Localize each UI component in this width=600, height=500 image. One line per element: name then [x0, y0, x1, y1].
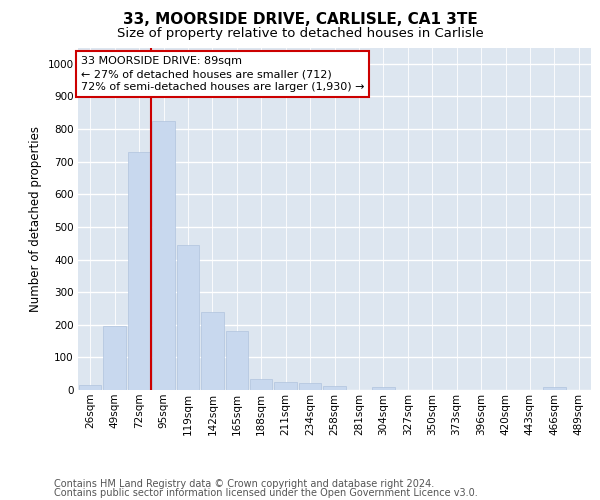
Y-axis label: Number of detached properties: Number of detached properties [29, 126, 42, 312]
Bar [79, 385, 101, 390]
Text: 33 MOORSIDE DRIVE: 89sqm
← 27% of detached houses are smaller (712)
72% of semi-: 33 MOORSIDE DRIVE: 89sqm ← 27% of detach… [80, 56, 364, 92]
Bar [201, 312, 224, 390]
Bar [152, 121, 175, 390]
Bar [372, 388, 395, 390]
Bar [128, 152, 151, 390]
Text: 33, MOORSIDE DRIVE, CARLISLE, CA1 3TE: 33, MOORSIDE DRIVE, CARLISLE, CA1 3TE [122, 12, 478, 28]
Bar [543, 388, 566, 390]
Bar [226, 332, 248, 390]
Text: Size of property relative to detached houses in Carlisle: Size of property relative to detached ho… [116, 28, 484, 40]
Bar [103, 326, 126, 390]
Bar [323, 386, 346, 390]
Text: Contains HM Land Registry data © Crown copyright and database right 2024.: Contains HM Land Registry data © Crown c… [54, 479, 434, 489]
Text: Contains public sector information licensed under the Open Government Licence v3: Contains public sector information licen… [54, 488, 478, 498]
Bar [250, 378, 272, 390]
Bar [176, 245, 199, 390]
Bar [274, 382, 297, 390]
Bar [299, 384, 322, 390]
